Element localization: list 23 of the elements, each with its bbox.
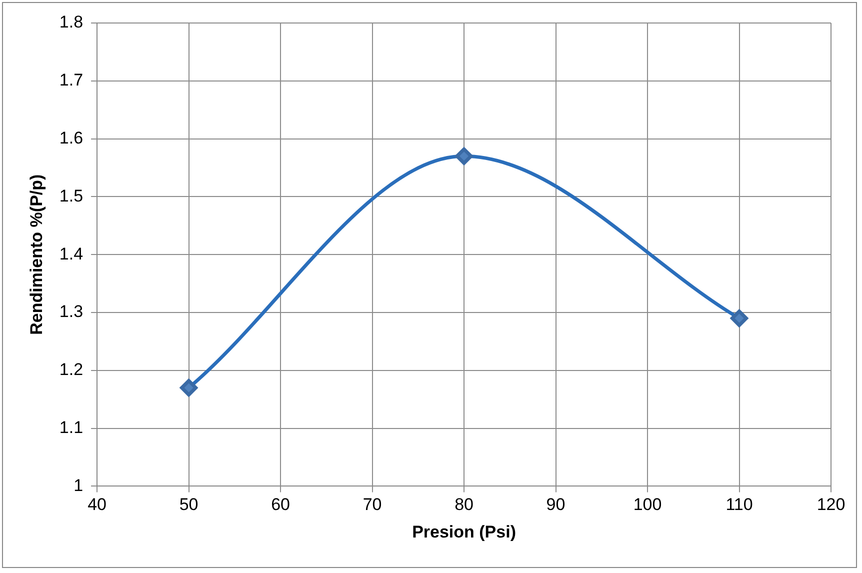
- y-tick-label: 1.6: [59, 128, 84, 148]
- y-tick-label: 1.1: [59, 418, 84, 437]
- x-tick-label: 50: [179, 495, 198, 514]
- x-tick-label: 80: [454, 495, 474, 514]
- y-tick-label: 1.3: [59, 302, 84, 322]
- x-tick-label: 60: [271, 495, 290, 514]
- x-tick-label: 100: [633, 495, 662, 514]
- y-tick-label: 1.7: [59, 70, 84, 90]
- point: [730, 310, 748, 328]
- x-tick-label: 120: [816, 495, 846, 514]
- x-tick-label: 110: [726, 495, 753, 514]
- point: [180, 379, 198, 397]
- x-tick-label: 70: [362, 495, 382, 514]
- y-tick-label: 1: [74, 476, 84, 495]
- y-axis-title: Rendimiento %(P/p): [26, 174, 46, 335]
- x-tick-label: 90: [546, 495, 566, 514]
- y-tick-label: 1.2: [59, 360, 84, 380]
- point: [455, 147, 473, 165]
- y-tick-label: 1.5: [59, 186, 84, 206]
- y-tick-label: 1.8: [59, 12, 84, 32]
- x-axis-title: Presion (Psi): [412, 522, 516, 542]
- y-tick-label: 1.4: [59, 244, 84, 264]
- x-tick-label: 40: [88, 495, 106, 514]
